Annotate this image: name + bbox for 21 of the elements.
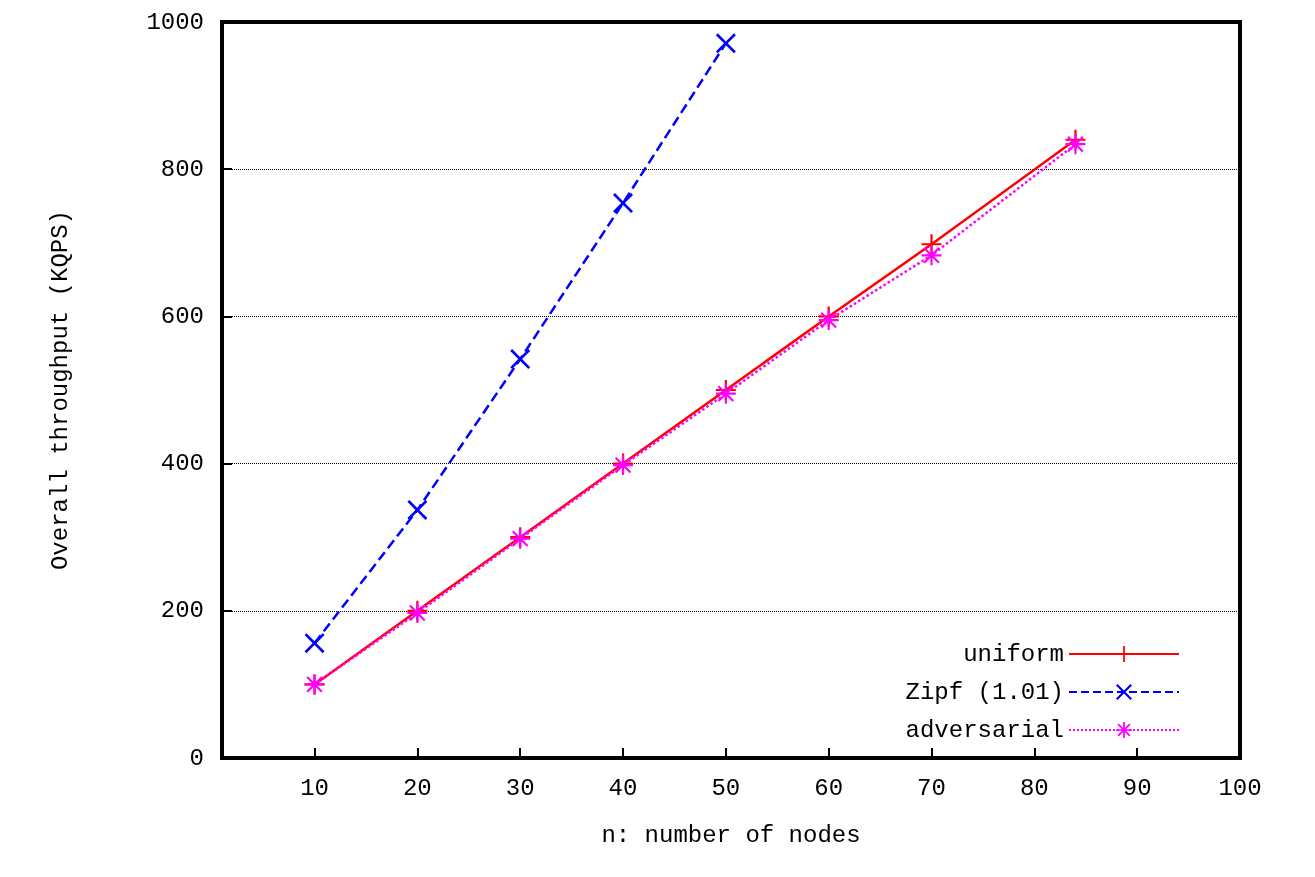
x-tick-label: 10: [300, 774, 329, 802]
x-tick-label: 60: [814, 774, 844, 802]
legend-label: uniform: [963, 640, 1064, 668]
y-tick-label: 0: [189, 744, 204, 772]
x-axis-title: n: number of nodes: [601, 821, 861, 849]
x-tick-label: 40: [608, 774, 638, 802]
x-tick-label: 20: [402, 774, 432, 802]
y-tick-label: 400: [160, 450, 204, 478]
legend-label: adversarial: [905, 716, 1064, 744]
x-tick-label: 100: [1218, 774, 1262, 802]
x-tick-label: 50: [711, 774, 741, 802]
y-axis-title: Overall throughput (KQPS): [46, 209, 74, 571]
x-tick-label: 70: [917, 774, 946, 802]
y-tick-label: 200: [160, 597, 204, 625]
legend-label: Zipf (1.01): [905, 678, 1064, 706]
x-tick-label: 30: [505, 774, 535, 802]
x-tick-label: 90: [1122, 774, 1152, 802]
y-tick-label: 600: [160, 302, 204, 330]
x-tick-label: 80: [1019, 774, 1049, 802]
y-tick-label: 800: [160, 155, 204, 183]
y-tick-label: 1000: [146, 8, 204, 36]
